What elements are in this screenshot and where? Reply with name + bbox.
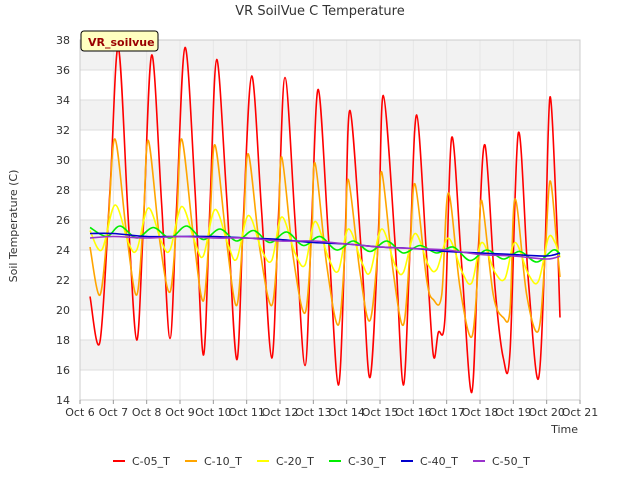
y-tick-label: 20: [56, 304, 70, 317]
site-badge-box: [80, 30, 159, 52]
legend-label: C-40_T: [420, 455, 458, 468]
x-tick-label: Oct 13: [295, 406, 332, 419]
plot-band: [80, 160, 580, 190]
series-line-c-05-t: [89, 46, 561, 394]
legend-label: C-30_T: [348, 455, 386, 468]
x-tick-label: Oct 16: [395, 406, 432, 419]
series-lines: [89, 46, 561, 394]
y-tick-label: 14: [56, 394, 70, 407]
legend: C-05_T C-10_T C-20_T C-30_T C-40_T C-50_T: [113, 455, 530, 468]
y-tick-label: 30: [56, 154, 70, 167]
y-tick-label: 32: [56, 124, 70, 137]
x-tick-label: Oct 17: [428, 406, 465, 419]
x-tick-label: Oct 7: [99, 406, 129, 419]
x-tick-label: Oct 18: [462, 406, 499, 419]
y-axis-label: Soil Temperature (C): [7, 170, 20, 283]
plot-frame: [79, 39, 581, 401]
series-line-c-10-t: [89, 138, 561, 338]
chart-title: VR SoilVue C Temperature: [235, 4, 404, 19]
x-tick-label: Oct 11: [228, 406, 265, 419]
plot-band: [80, 340, 580, 370]
y-tick-label: 18: [56, 334, 70, 347]
x-tick-label: Oct 12: [262, 406, 299, 419]
plot-band: [80, 190, 580, 220]
x-tick-label: Oct 9: [165, 406, 195, 419]
x-tick-label: Oct 14: [328, 406, 365, 419]
legend-label: C-05_T: [132, 455, 170, 468]
x-tick-label: Oct 19: [495, 406, 532, 419]
x-tick-label: Oct 20: [528, 406, 565, 419]
x-axis-label: Time: [550, 423, 578, 436]
y-tick-label: 36: [56, 64, 70, 77]
y-tick-label: 34: [56, 94, 70, 107]
legend-label: C-10_T: [204, 455, 242, 468]
plot-band: [80, 100, 580, 130]
y-tick-label: 26: [56, 214, 70, 227]
site-badge: VR_soilvue: [80, 30, 159, 52]
x-tick-label: Oct 21: [562, 406, 599, 419]
y-tick-label: 16: [56, 364, 70, 377]
y-axis-ticks: 14 16 18 20 22 24 26 28 30 32 34 36 38: [56, 34, 70, 407]
site-badge-label: VR_soilvue: [88, 36, 155, 49]
plot-band: [80, 70, 580, 100]
x-tick-label: Oct 10: [195, 406, 232, 419]
x-tick-label: Oct 6: [65, 406, 95, 419]
y-tick-label: 38: [56, 34, 70, 47]
plot-band: [80, 370, 580, 400]
y-tick-label: 24: [56, 244, 70, 257]
series-line-c-20-t: [89, 204, 561, 286]
legend-label: C-50_T: [492, 455, 530, 468]
y-tick-label: 22: [56, 274, 70, 287]
y-tick-label: 28: [56, 184, 70, 197]
plot-band: [80, 310, 580, 340]
plot-band: [80, 40, 580, 70]
plot-band: [80, 130, 580, 160]
x-tick-label: Oct 15: [362, 406, 399, 419]
x-tick-label: Oct 8: [132, 406, 162, 419]
series-line-c-50-t: [89, 235, 561, 260]
legend-label: C-20_T: [276, 455, 314, 468]
